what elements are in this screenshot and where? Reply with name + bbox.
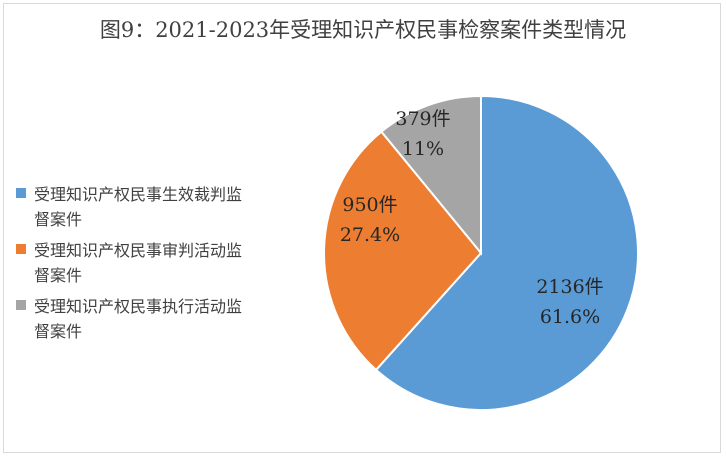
legend-label: 受理知识产权民事审判活动监督案件	[34, 241, 243, 285]
legend-swatch	[16, 244, 26, 254]
data-label-count: 950件	[342, 194, 397, 216]
slice-enforcement-review	[374, 94, 639, 411]
chart-title: 图9：2021-2023年受理知识产权民事检察案件类型情况	[99, 18, 627, 42]
data-label-percent: 11%	[402, 138, 444, 160]
data-label-count: 379件	[395, 108, 450, 130]
data-label-count: 2136件	[536, 276, 603, 298]
legend-item-enforcement-review: 受理知识产权民事生效裁判监督案件	[16, 182, 276, 232]
legend: 受理知识产权民事生效裁判监督案件 受理知识产权民事审判活动监督案件 受理知识产权…	[16, 182, 276, 350]
legend-swatch	[16, 300, 26, 310]
legend-label: 受理知识产权民事执行活动监督案件	[34, 297, 243, 341]
data-label-percent: 61.6%	[540, 306, 600, 328]
legend-swatch	[16, 188, 26, 198]
legend-item-trial-supervision: 受理知识产权民事审判活动监督案件	[16, 238, 276, 288]
slice-trial-supervision	[323, 130, 483, 372]
chart-frame	[3, 3, 721, 453]
legend-item-execution-supervision: 受理知识产权民事执行活动监督案件	[16, 294, 276, 344]
data-label-percent: 27.4%	[340, 224, 400, 246]
legend-label: 受理知识产权民事生效裁判监督案件	[34, 185, 243, 229]
slice-execution-supervision	[379, 94, 482, 256]
